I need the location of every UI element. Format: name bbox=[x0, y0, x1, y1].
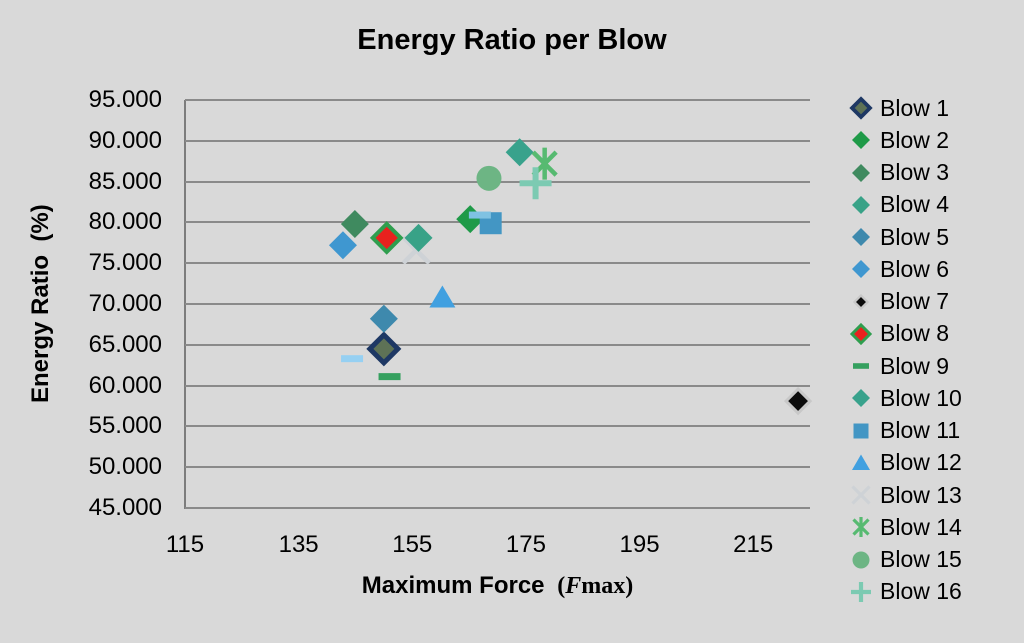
legend-marker-plus-icon bbox=[851, 581, 871, 602]
legend-marker-asterisk-icon bbox=[852, 517, 870, 538]
legend-label: Blow 6 bbox=[880, 255, 950, 282]
legend-label: Blow 9 bbox=[880, 352, 950, 379]
point-unlabeled-dash-1 bbox=[341, 355, 364, 363]
legend-label: Blow 10 bbox=[880, 384, 962, 411]
y-tick-label: 60.000 bbox=[88, 371, 162, 399]
legend-item-blow-3: Blow 3 bbox=[846, 157, 962, 189]
gridline bbox=[185, 507, 810, 509]
point-blow-9 bbox=[378, 373, 401, 381]
point-blow-3 bbox=[340, 210, 369, 239]
legend-marker-x-icon bbox=[851, 485, 871, 505]
legend-item-blow-5: Blow 5 bbox=[846, 221, 962, 253]
point-blow-15 bbox=[476, 165, 502, 191]
x-axis-title-fsymbol: F bbox=[565, 573, 582, 599]
legend-item-blow-6: Blow 6 bbox=[846, 253, 962, 285]
point-blow-12 bbox=[429, 285, 456, 308]
legend-label: Blow 13 bbox=[880, 481, 962, 508]
plot-area bbox=[328, 138, 813, 416]
legend-label: Blow 12 bbox=[880, 449, 962, 476]
legend-item-blow-8: Blow 8 bbox=[846, 318, 962, 350]
legend-item-blow-10: Blow 10 bbox=[846, 382, 962, 414]
gridline bbox=[185, 466, 810, 469]
legend-marker-diamond-icon bbox=[852, 389, 870, 408]
legend-item-blow-14: Blow 14 bbox=[846, 511, 962, 543]
gridline bbox=[185, 139, 810, 142]
legend-item-blow-13: Blow 13 bbox=[846, 479, 962, 511]
y-tick-label: 65.000 bbox=[88, 330, 162, 358]
y-tick-label: 95.000 bbox=[88, 86, 162, 113]
chart-title: Energy Ratio per Blow bbox=[357, 24, 667, 56]
y-tick-label: 45.000 bbox=[88, 494, 162, 521]
point-blow-16 bbox=[519, 167, 552, 200]
legend-marker-diamond-icon bbox=[852, 228, 870, 247]
y-tick-label: 75.000 bbox=[88, 249, 162, 277]
x-tick-label: 195 bbox=[619, 531, 660, 558]
gridline bbox=[185, 303, 810, 305]
gridline bbox=[185, 384, 810, 387]
legend-marker-diamond-icon bbox=[852, 131, 870, 150]
y-tick-label: 80.000 bbox=[88, 208, 162, 236]
legend-marker-dash-icon bbox=[853, 363, 869, 369]
legend-label: Blow 7 bbox=[880, 288, 950, 315]
legend: Blow 1 Blow 2 Blow 3 Blow 4 Blow 5 Blow 6 Blow… bbox=[846, 92, 962, 608]
x-tick-label: 135 bbox=[278, 531, 319, 558]
point-blow-10 bbox=[505, 138, 534, 167]
legend-marker-diamond-icon bbox=[849, 96, 873, 120]
y-tick-label: 50.000 bbox=[88, 453, 162, 481]
point-blow-8 bbox=[369, 221, 404, 255]
x-axis-title-rest: max) bbox=[581, 573, 634, 599]
legend-marker-diamond-icon bbox=[852, 195, 870, 214]
legend-label: Blow 14 bbox=[880, 513, 962, 540]
y-tick-label: 85.000 bbox=[88, 167, 162, 195]
legend-label: Blow 8 bbox=[880, 320, 950, 347]
legend-marker-square-icon bbox=[853, 423, 869, 439]
x-axis-title-main: Maximum Force bbox=[361, 572, 552, 599]
gridline bbox=[185, 262, 810, 265]
point-unlabeled-dash-2 bbox=[468, 211, 491, 219]
point-blow-5 bbox=[369, 304, 398, 333]
legend-marker-diamond-icon bbox=[852, 260, 870, 279]
legend-item-blow-1: Blow 1 bbox=[846, 92, 962, 124]
legend-item-blow-4: Blow 4 bbox=[846, 189, 962, 221]
x-axis-title-paren: ( bbox=[551, 573, 566, 599]
point-blow-7 bbox=[783, 386, 813, 416]
point-blow-1 bbox=[366, 331, 402, 367]
legend-item-blow-12: Blow 12 bbox=[846, 447, 962, 479]
legend-label: Blow 4 bbox=[880, 191, 950, 218]
legend-marker-diamond-icon bbox=[849, 322, 873, 345]
legend-label: Blow 3 bbox=[880, 159, 950, 186]
y-tick-label: 90.000 bbox=[88, 126, 162, 154]
legend-marker-diamond-icon bbox=[852, 163, 870, 182]
legend-item-blow-15: Blow 15 bbox=[846, 544, 962, 576]
legend-item-blow-11: Blow 11 bbox=[846, 415, 962, 447]
x-tick-label: 215 bbox=[733, 531, 774, 558]
legend-label: Blow 15 bbox=[880, 546, 962, 573]
legend-label: Blow 16 bbox=[880, 578, 962, 605]
x-tick-label: 155 bbox=[392, 531, 433, 558]
y-tick-label: 70.000 bbox=[88, 290, 162, 317]
legend-item-blow-16: Blow 16 bbox=[846, 576, 962, 608]
legend-item-blow-7: Blow 7 bbox=[846, 286, 962, 318]
legend-marker-diamond-icon bbox=[852, 293, 870, 310]
gridline bbox=[185, 425, 810, 428]
legend-label: Blow 5 bbox=[880, 223, 950, 250]
point-blow-6 bbox=[328, 231, 357, 260]
y-tick-label: 55.000 bbox=[88, 412, 162, 440]
gridline bbox=[185, 99, 810, 101]
legend-item-blow-9: Blow 9 bbox=[846, 350, 962, 382]
x-axis-title: Maximum Force (Fmax) bbox=[185, 572, 810, 600]
legend-item-blow-2: Blow 2 bbox=[846, 124, 962, 156]
x-tick-label: 115 bbox=[165, 531, 205, 558]
gridline bbox=[185, 343, 810, 346]
x-tick-label: 175 bbox=[505, 531, 546, 558]
legend-label: Blow 1 bbox=[880, 94, 950, 121]
legend-label: Blow 2 bbox=[880, 126, 950, 153]
point-blow-4 bbox=[404, 223, 433, 252]
legend-marker-circle-icon bbox=[852, 551, 870, 569]
legend-marker-triangle-icon bbox=[852, 454, 870, 470]
legend-label: Blow 11 bbox=[880, 417, 961, 444]
